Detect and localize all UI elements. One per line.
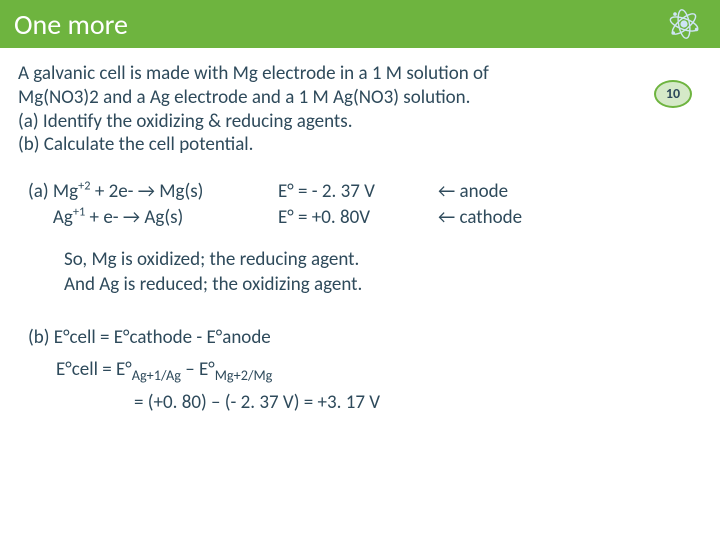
- conclusion-line: And Ag is reduced; the oxidizing agent.: [64, 273, 702, 298]
- problem-line: A galvanic cell is made with Mg electrod…: [18, 62, 702, 86]
- result-line: = (+0. 80) – (- 2. 37 V) = +3. 17 V: [28, 389, 702, 418]
- formula-line: E°cell = E°Ag+1/Ag – E°Mg+2/Mg: [28, 356, 702, 385]
- electrode-label: ← cathode: [438, 205, 598, 231]
- conclusion-line: So, Mg is oxidized; the reducing agent.: [64, 248, 702, 273]
- atom-icon: [666, 6, 702, 42]
- formula-line: (b) E°cell = E°cathode - E°anode: [28, 324, 702, 353]
- header-bar: One more: [0, 0, 720, 48]
- half-reaction-row: (a) Mg+2 + 2e- → Mg(s) E° = - 2. 37 V ← …: [28, 179, 702, 205]
- slide-content: A galvanic cell is made with Mg electrod…: [0, 48, 720, 417]
- problem-line: (b) Calculate the cell potential.: [18, 133, 702, 157]
- reaction-cell: (a) Ag+1 + e- → Ag(s): [28, 205, 278, 231]
- problem-line: (a) Identify the oxidizing & reducing ag…: [18, 110, 702, 134]
- problem-statement: A galvanic cell is made with Mg electrod…: [18, 62, 702, 157]
- potential-cell: E° = +0. 80V: [278, 205, 438, 231]
- slide-number-badge: 10: [654, 80, 692, 108]
- part-b-solution: (b) E°cell = E°cathode - E°anode E°cell …: [18, 324, 702, 418]
- conclusion-block: So, Mg is oxidized; the reducing agent. …: [28, 248, 702, 297]
- slide-title: One more: [14, 7, 128, 42]
- problem-line: Mg(NO3)2 and a Ag electrode and a 1 M Ag…: [18, 86, 702, 110]
- potential-cell: E° = - 2. 37 V: [278, 179, 438, 205]
- part-a-solution: (a) Mg+2 + 2e- → Mg(s) E° = - 2. 37 V ← …: [18, 179, 702, 298]
- half-reaction-row: (a) Ag+1 + e- → Ag(s) E° = +0. 80V ← cat…: [28, 205, 702, 231]
- electrode-label: ← anode: [438, 179, 598, 205]
- reaction-cell: (a) Mg+2 + 2e- → Mg(s): [28, 179, 278, 205]
